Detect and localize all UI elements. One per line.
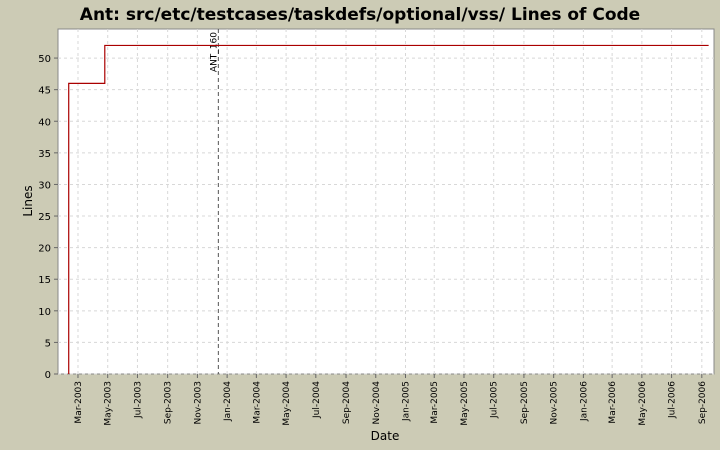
x-tick-label: Nov-2004 — [372, 381, 382, 425]
y-tick-label: 50 — [38, 54, 51, 65]
x-tick-label: May-2004 — [282, 381, 292, 426]
y-tick-label: 0 — [45, 370, 51, 381]
series-line — [68, 44, 709, 374]
x-tick-label: Sep-2005 — [520, 381, 530, 424]
x-tick-label: Mar-2006 — [608, 381, 618, 424]
x-tick-label: Sep-2006 — [698, 381, 708, 424]
y-tick-label: 5 — [45, 338, 51, 349]
series-lines — [68, 44, 709, 374]
grid-lines — [58, 29, 714, 375]
y-axis: 0 5 10 15 20 25 30 35 40 45 50 — [38, 54, 58, 381]
x-tick-label: Jul-2004 — [312, 381, 322, 419]
y-axis-label: Lines — [21, 185, 35, 216]
x-tick-label: May-2006 — [638, 381, 648, 426]
y-tick-label: 45 — [38, 86, 51, 97]
x-tick-label: Jul-2006 — [668, 381, 678, 419]
x-tick-label: Sep-2003 — [164, 381, 174, 424]
y-tick-label: 10 — [38, 307, 51, 318]
x-tick-label: Mar-2004 — [252, 381, 262, 424]
x-axis: Mar-2003 May-2003 Jul-2003 Sep-2003 Nov-2003… — [74, 374, 708, 426]
y-tick-label: 35 — [38, 149, 51, 160]
x-tick-label: Jul-2005 — [490, 381, 500, 419]
y-tick-label: 25 — [38, 212, 51, 223]
annotation-label: ANT_160 — [209, 32, 219, 72]
x-tick-label: Nov-2005 — [550, 381, 560, 424]
x-tick-label: Jan-2004 — [223, 381, 233, 422]
x-tick-label: Sep-2004 — [342, 381, 352, 424]
x-tick-label: Nov-2003 — [193, 381, 203, 424]
y-tick-label: 40 — [38, 117, 51, 128]
x-tick-label: Mar-2003 — [74, 381, 84, 424]
x-tick-label: May-2005 — [460, 381, 470, 426]
annotations: ANT_160 — [209, 29, 219, 374]
x-tick-label: Jul-2003 — [133, 381, 143, 419]
x-axis-label: Date — [371, 429, 400, 443]
x-tick-label: May-2003 — [104, 381, 114, 426]
x-tick-label: Mar-2005 — [430, 381, 440, 424]
x-tick-label: Jan-2006 — [579, 381, 589, 422]
y-tick-label: 20 — [38, 244, 51, 255]
y-tick-label: 30 — [38, 180, 51, 191]
plot-area — [57, 28, 715, 375]
x-tick-label: Jan-2005 — [401, 381, 411, 422]
chart-title: Ant: src/etc/testcases/taskdefs/optional… — [80, 5, 640, 25]
y-tick-label: 15 — [38, 275, 51, 286]
